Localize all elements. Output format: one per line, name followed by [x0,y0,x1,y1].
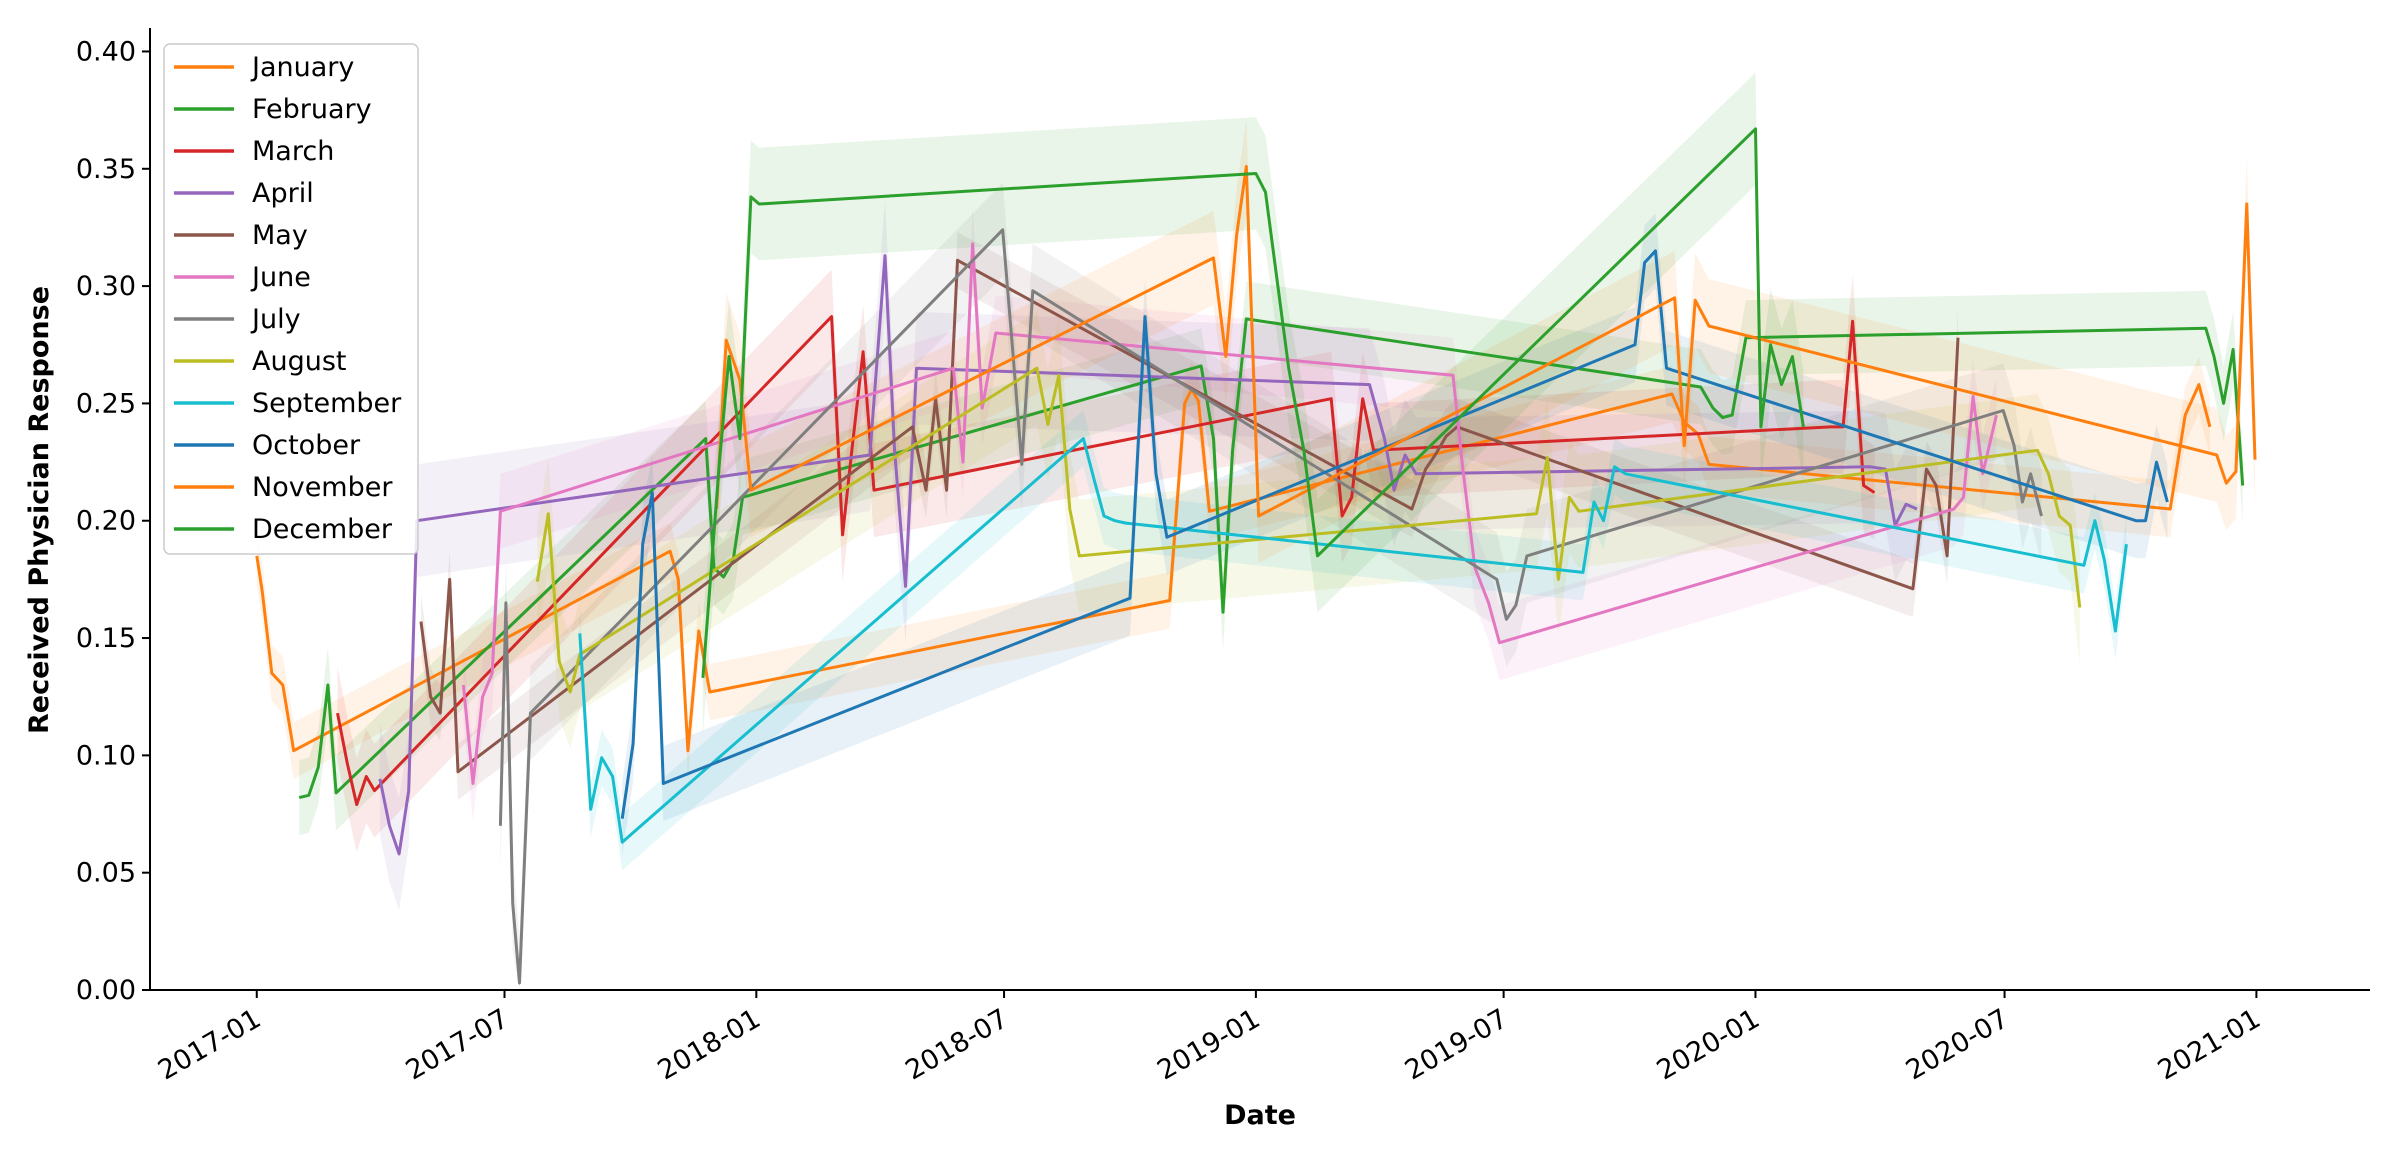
band-july [500,182,2042,990]
band-december [702,72,1804,735]
y-tick-label: 0.35 [76,154,136,185]
x-tick-label: 2020-01 [1652,1003,1765,1086]
legend-label-april: April [252,178,314,209]
band-august [537,311,2080,749]
band-november [716,119,2255,563]
legend-label-december: December [252,514,393,545]
series-line-october [620,249,2169,819]
y-tick-label: 0.25 [76,388,136,419]
band-may [421,232,1958,800]
legend-label-february: February [252,94,372,125]
legend-label-october: October [252,430,361,461]
y-tick-label: 0.10 [76,740,136,771]
band-october [622,213,2168,857]
band-june [463,206,1997,822]
x-tick-label: 2019-01 [1152,1003,1265,1086]
legend-label-june: June [250,262,311,293]
series-line-march [336,315,1876,807]
series-line-september [578,437,2128,844]
legend-label-may: May [252,220,308,251]
series-line-august [535,366,2082,694]
band-april [379,199,1917,911]
x-tick-label: 2018-07 [900,1003,1013,1086]
series-line-february [298,317,2245,800]
axes [149,28,2370,991]
x-tick-label: 2017-01 [153,1003,266,1086]
legend-box [163,43,419,555]
series-line-november [715,164,2257,518]
x-tick-label: 2017-07 [401,1003,514,1086]
x-ticks: 2017-01 2017-07 2018-01 2018-07 2019-01 2019-… [153,990,2266,1086]
x-tick-label: 2019-07 [1400,1003,1513,1086]
band-january [256,356,2210,779]
confidence-bands [256,72,2255,990]
x-tick-label: 2018-01 [653,1003,766,1086]
series-line-july [498,228,2043,985]
legend-label-january: January [250,52,354,83]
y-tick-label: 0.30 [76,271,136,302]
band-september [579,410,2127,871]
legend-label-august: August [252,346,347,377]
legend: January February March April May June July Augu… [163,43,419,555]
x-tick-label: 2020-07 [1901,1003,2014,1086]
y-axis-title: Received Physician Response [24,286,55,734]
x-axis-title: Date [1224,1100,1296,1131]
y-tick-label: 0.40 [76,36,136,67]
legend-label-november: November [252,472,393,503]
y-tick-label: 0.20 [76,506,136,537]
y-tick-label: 0.15 [76,623,136,654]
y-tick-label: 0.00 [76,975,136,1006]
legend-label-september: September [252,388,402,419]
band-february [299,281,2243,836]
y-ticks: 0.00 0.05 0.10 0.15 0.20 0.25 0.30 0.35 0.40 [76,36,150,1006]
series-lines [255,127,2257,985]
y-tick-label: 0.05 [76,858,136,889]
series-line-december [701,127,1805,679]
legend-label-march: March [252,136,334,167]
legend-label-july: July [250,304,301,335]
x-tick-label: 2021-01 [2153,1003,2266,1086]
